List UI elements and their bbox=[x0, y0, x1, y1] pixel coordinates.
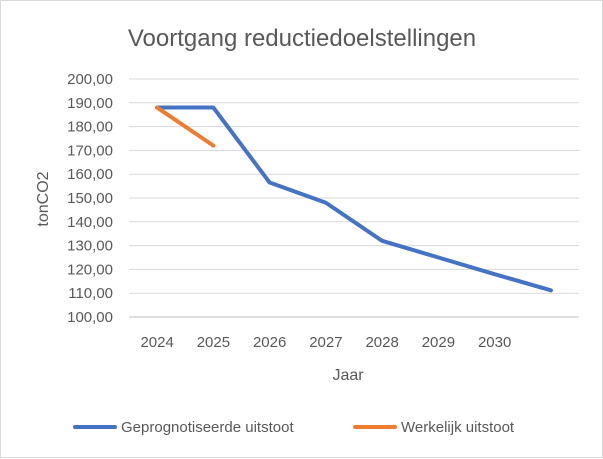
y-tick-label: 180,00 bbox=[67, 119, 113, 136]
legend: Geprognotiseerde uitstoot Werkelijk uitst… bbox=[73, 419, 515, 436]
x-tick-label: 2029 bbox=[422, 334, 455, 351]
y-tick-label: 110,00 bbox=[68, 285, 113, 302]
x-axis-label: Jaar bbox=[332, 367, 364, 384]
y-tick-label: 160,00 bbox=[67, 166, 113, 183]
y-tick-label: 120,00 bbox=[67, 261, 113, 278]
y-tick-label: 190,00 bbox=[67, 95, 113, 112]
y-tick-label: 140,00 bbox=[67, 214, 113, 231]
x-tick-label: 2030 bbox=[478, 334, 511, 351]
chart-title: Voortgang reductiedoelstellingen bbox=[128, 25, 476, 52]
y-tick-label: 100,00 bbox=[67, 309, 113, 326]
y-tick-label: 170,00 bbox=[67, 142, 113, 159]
x-tick-label: 2025 bbox=[197, 334, 230, 351]
legend-label: Geprognotiseerde uitstoot bbox=[121, 419, 294, 436]
y-tick-label: 150,00 bbox=[67, 190, 113, 207]
x-tick-label: 2026 bbox=[253, 334, 286, 351]
x-tick-label: 2027 bbox=[309, 334, 342, 351]
y-tick-label: 130,00 bbox=[67, 238, 113, 255]
x-tick-label: 2024 bbox=[140, 334, 173, 351]
x-tick-label: 2028 bbox=[365, 334, 398, 351]
series-line-2 bbox=[155, 105, 216, 148]
series-line-1 bbox=[155, 105, 553, 293]
y-tick-label: 200,00 bbox=[67, 71, 113, 88]
y-axis-label: tonCO2 bbox=[35, 171, 52, 226]
legend-label: Werkelijk uitstoot bbox=[401, 419, 515, 436]
